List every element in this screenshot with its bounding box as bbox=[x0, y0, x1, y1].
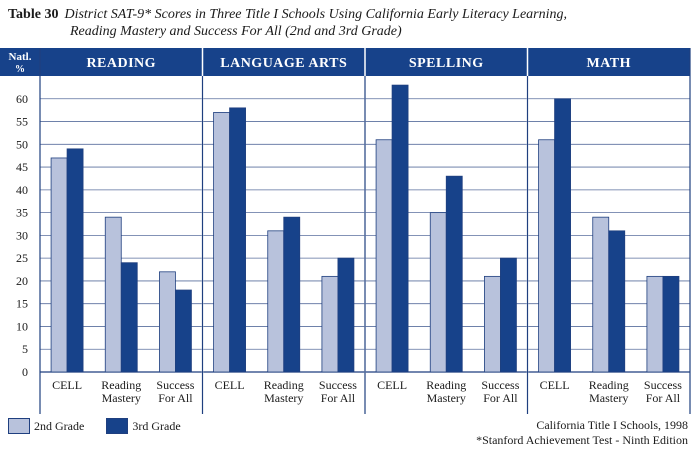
x-category-label: Reading bbox=[589, 378, 629, 392]
x-category-label: Success bbox=[156, 378, 194, 392]
legend-label-3rd-grade: 3rd Grade bbox=[132, 418, 181, 433]
legend-item-2nd-grade: 2nd Grade bbox=[8, 418, 84, 434]
bar-2nd-grade bbox=[375, 139, 393, 373]
source-note: California Title I Schools, 1998 *Stanfo… bbox=[476, 418, 688, 448]
y-tick-label: 35 bbox=[16, 206, 28, 220]
x-category-label: CELL bbox=[215, 378, 245, 392]
bar-2nd-grade bbox=[321, 275, 339, 373]
title-line-2: Reading Mastery and Success For All (2nd… bbox=[70, 24, 402, 39]
y-tick-label: 0 bbox=[22, 365, 28, 379]
y-tick-label: 55 bbox=[16, 115, 28, 129]
bar-3rd-grade bbox=[391, 84, 409, 373]
bar-2nd-grade bbox=[213, 112, 230, 373]
bar-3rd-grade bbox=[445, 175, 463, 373]
source-line-1: California Title I Schools, 1998 bbox=[536, 418, 688, 432]
panel-header: SPELLING bbox=[409, 56, 484, 71]
y-axis-label-line-1: Natl. bbox=[9, 51, 32, 63]
y-tick-label: 5 bbox=[22, 342, 28, 356]
bar-2nd-grade bbox=[429, 212, 447, 373]
chart-title: Table 30 District SAT-9* Scores in Three … bbox=[8, 6, 688, 40]
x-category-label: CELL bbox=[540, 378, 570, 392]
bar-3rd-grade bbox=[283, 216, 301, 373]
y-tick-label: 10 bbox=[16, 319, 28, 333]
bar-chart: Natl.% 0 5 10 15 20 25 30 35 40 45 50 55 60 READING CEL… bbox=[0, 48, 691, 414]
x-category-label: Mastery bbox=[427, 391, 466, 405]
bar-2nd-grade bbox=[592, 216, 610, 373]
x-category-label: Success bbox=[319, 378, 357, 392]
x-category-label: Reading bbox=[264, 378, 304, 392]
x-category-label: For All bbox=[483, 391, 518, 405]
y-tick-label: 30 bbox=[16, 228, 28, 242]
x-category-label: Success bbox=[481, 378, 519, 392]
bar-3rd-grade bbox=[66, 148, 84, 373]
bar-3rd-grade bbox=[500, 257, 517, 373]
bar-3rd-grade bbox=[175, 289, 192, 373]
bar-2nd-grade bbox=[50, 157, 68, 373]
bar-3rd-grade bbox=[608, 230, 626, 373]
y-axis-label-line-2: % bbox=[15, 64, 25, 75]
bar-3rd-grade bbox=[662, 275, 680, 373]
legend-label-2nd-grade: 2nd Grade bbox=[34, 418, 85, 433]
panel-header: READING bbox=[86, 56, 156, 71]
table-number: Table 30 bbox=[8, 7, 59, 22]
x-category-label: For All bbox=[158, 391, 193, 405]
bar-2nd-grade bbox=[484, 275, 501, 373]
x-category-label: Reading bbox=[101, 378, 141, 392]
bar-2nd-grade bbox=[159, 271, 176, 373]
x-category-label: Success bbox=[644, 378, 682, 392]
bar-2nd-grade bbox=[538, 139, 555, 373]
y-tick-label: 60 bbox=[16, 92, 28, 106]
y-tick-label: 50 bbox=[16, 137, 28, 151]
x-category-label: CELL bbox=[52, 378, 82, 392]
x-category-label: Mastery bbox=[589, 391, 628, 405]
x-category-label: Mastery bbox=[264, 391, 303, 405]
x-category-label: For All bbox=[646, 391, 681, 405]
y-tick-label: 45 bbox=[16, 160, 28, 174]
x-category-label: CELL bbox=[377, 378, 407, 392]
y-tick-label: 25 bbox=[16, 251, 28, 265]
panel-header: MATH bbox=[586, 56, 631, 71]
x-category-label: Reading bbox=[426, 378, 466, 392]
bar-2nd-grade bbox=[646, 275, 664, 373]
source-line-2: *Stanford Achievement Test - Ninth Editi… bbox=[476, 433, 688, 447]
bar-3rd-grade bbox=[337, 257, 355, 373]
x-category-label: Mastery bbox=[102, 391, 141, 405]
legend-swatch-3rd-grade bbox=[106, 418, 129, 434]
bar-3rd-grade bbox=[120, 262, 138, 373]
panel-header: LANGUAGE ARTS bbox=[220, 56, 347, 71]
title-line-1: District SAT-9* Scores in Three Title I … bbox=[64, 7, 568, 22]
y-tick-label: 20 bbox=[16, 274, 28, 288]
legend: 2nd Grade 3rd Grade bbox=[8, 418, 203, 434]
header-band bbox=[0, 48, 690, 76]
bar-3rd-grade bbox=[554, 98, 571, 373]
legend-swatch-2nd-grade bbox=[8, 418, 30, 434]
y-tick-label: 15 bbox=[16, 297, 28, 311]
legend-item-3rd-grade: 3rd Grade bbox=[106, 418, 181, 434]
x-category-label: For All bbox=[321, 391, 356, 405]
bar-2nd-grade bbox=[267, 230, 285, 373]
bar-2nd-grade bbox=[104, 216, 122, 373]
bar-3rd-grade bbox=[229, 107, 246, 373]
y-tick-label: 40 bbox=[16, 183, 28, 197]
